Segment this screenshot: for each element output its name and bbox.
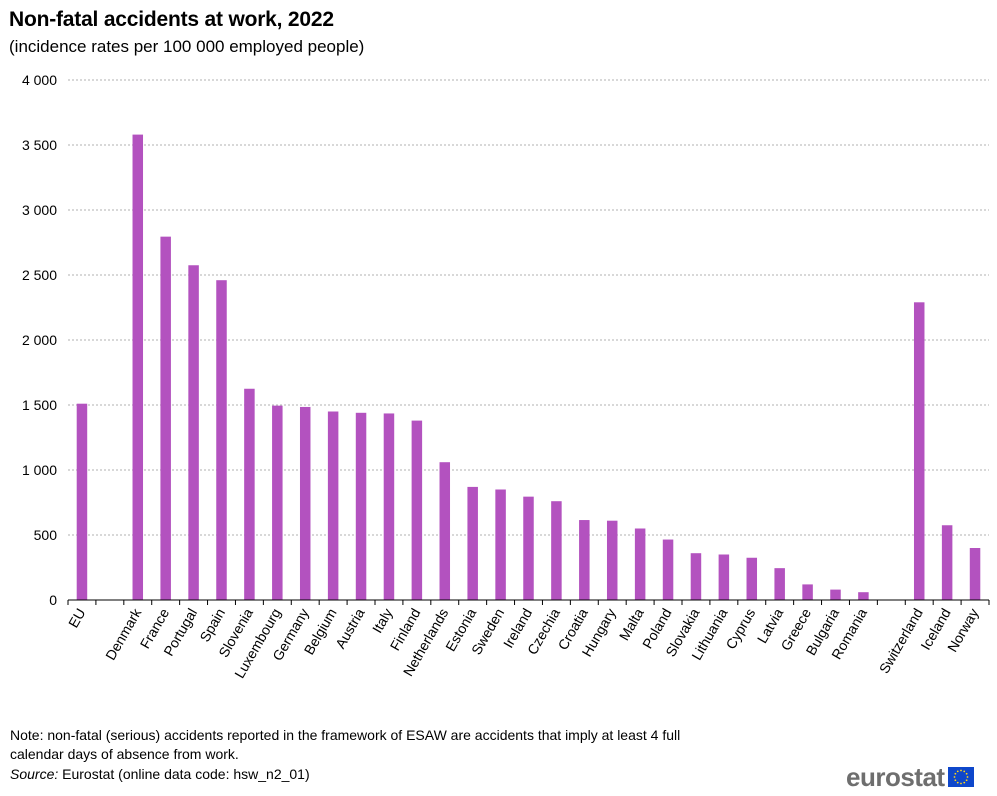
y-tick-label: 3 000 xyxy=(22,202,57,218)
flag-star xyxy=(954,779,956,782)
y-tick-label: 4 000 xyxy=(22,72,57,88)
gridlines xyxy=(68,79,989,536)
flag-star xyxy=(956,770,959,773)
bar xyxy=(160,236,171,600)
bar xyxy=(411,420,423,600)
bars xyxy=(76,134,981,600)
flag-star xyxy=(959,782,962,785)
bar xyxy=(244,388,255,600)
y-tick-label: 2 000 xyxy=(22,332,57,348)
x-tick-label: Switzerland xyxy=(876,606,926,677)
y-tick-label: 500 xyxy=(34,527,58,543)
y-tick-label: 2 500 xyxy=(22,267,57,283)
bar xyxy=(551,501,562,600)
bar xyxy=(439,462,451,600)
bar xyxy=(579,520,590,600)
bar xyxy=(467,486,478,600)
x-axis xyxy=(67,599,990,605)
flag-star xyxy=(954,772,956,775)
eu-flag-icon xyxy=(947,767,974,787)
chart-title: Non-fatal accidents at work, 2022 xyxy=(9,8,334,31)
bar xyxy=(188,265,199,600)
y-tick-label: 0 xyxy=(49,592,57,608)
bar xyxy=(746,557,758,600)
chart-subtitle: (incidence rates per 100 000 employed pe… xyxy=(9,37,365,56)
flag-star xyxy=(962,781,965,784)
eurostat-wordmark: eurostat xyxy=(846,762,945,792)
bar xyxy=(913,302,925,600)
y-tick-label: 1 500 xyxy=(22,397,57,413)
x-tick-label: Italy xyxy=(369,606,396,636)
bar xyxy=(858,592,869,600)
bar xyxy=(327,411,339,600)
bar xyxy=(383,413,395,600)
bar xyxy=(830,589,841,600)
bar xyxy=(969,548,981,600)
source-text: Eurostat (online data code: hsw_n2_01) xyxy=(58,766,310,782)
bar xyxy=(606,520,618,600)
flag-star xyxy=(966,776,968,778)
bar xyxy=(216,280,227,600)
bar xyxy=(299,406,311,600)
flag-star xyxy=(965,772,968,775)
bar xyxy=(76,403,88,600)
bar xyxy=(941,525,953,600)
flag-star xyxy=(962,770,965,773)
source-line: Source: Eurostat (online data code: hsw_… xyxy=(10,766,310,782)
bar xyxy=(634,528,646,600)
eurostat-logo[interactable]: eurostat xyxy=(846,764,974,790)
source-label: Source: xyxy=(10,766,59,782)
flag-star xyxy=(953,776,955,778)
x-tick-label: Denmark xyxy=(102,605,145,663)
y-tick-label: 3 500 xyxy=(22,137,57,153)
bar xyxy=(662,539,674,600)
flag-star xyxy=(956,781,959,784)
flag-star xyxy=(959,769,962,772)
bar xyxy=(802,584,813,600)
bar xyxy=(690,553,702,600)
bar xyxy=(132,134,144,600)
bar xyxy=(495,489,506,600)
x-tick-label: EU xyxy=(65,606,89,631)
y-tick-label: 1 000 xyxy=(22,462,57,478)
flag-star xyxy=(965,779,968,782)
bar xyxy=(718,554,730,600)
bar xyxy=(272,405,283,600)
bar xyxy=(774,568,785,600)
footnote: Note: non-fatal (serious) accidents repo… xyxy=(10,727,681,762)
bar xyxy=(355,412,367,600)
y-axis-tick-labels: 0 500 1 000 1 500 2 000 2 500 3 000 3 500 4 000 xyxy=(22,72,57,608)
x-axis-tick-labels: EU DenmarkFrancePortugalSpainSloveniaLuxe… xyxy=(65,605,982,681)
flag-field xyxy=(947,767,974,787)
bar xyxy=(523,496,534,600)
